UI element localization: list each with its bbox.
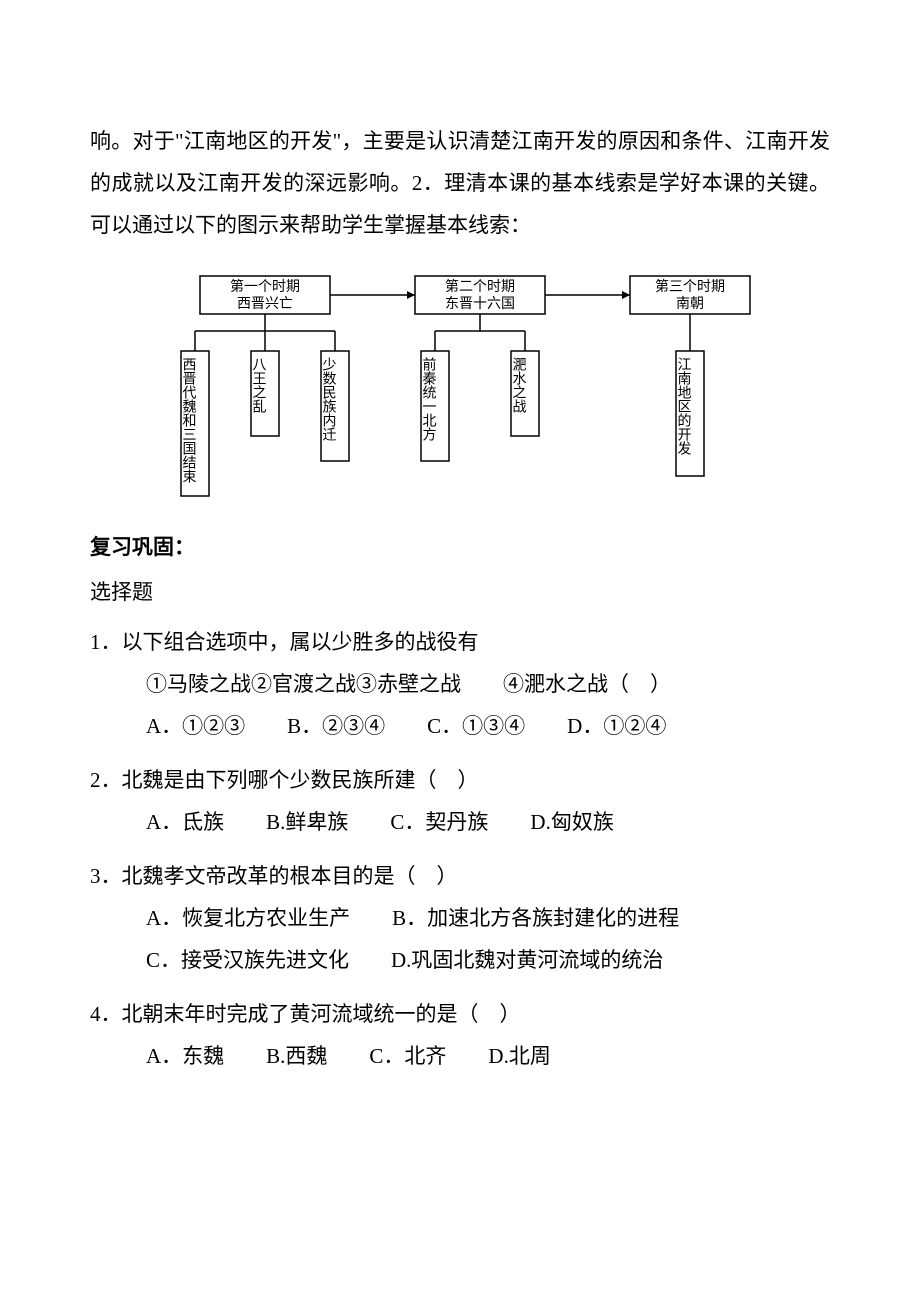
leaf-4: 前秦统一北方 — [421, 356, 437, 442]
leaf-5: 淝水之战 — [511, 357, 527, 414]
question-2: 2．北魏是由下列哪个少数民族所建（ ） A．氐族 B.鲜卑族 C．契丹族 D.匈… — [90, 759, 830, 843]
intro-paragraph: 响。对于"江南地区的开发"，主要是认识清楚江南开发的原因和条件、江南开发的成就以… — [90, 120, 830, 246]
timeline-diagram: 第一个时期 西晋兴亡 第二个时期 东晋十六国 第三个时期 南朝 — [90, 271, 830, 501]
q2-stem: 2．北魏是由下列哪个少数民族所建（ ） — [90, 759, 830, 801]
question-3: 3．北魏孝文帝改革的根本目的是（ ） A．恢复北方农业生产 B．加速北方各族封建… — [90, 855, 830, 981]
q4-options: A．东魏 B.西魏 C．北齐 D.北周 — [90, 1035, 830, 1077]
question-1: 1．以下组合选项中，属以少胜多的战役有 ①马陵之战②官渡之战③赤壁之战 ④淝水之… — [90, 621, 830, 747]
q1-sub: ①马陵之战②官渡之战③赤壁之战 ④淝水之战（ ） — [90, 663, 830, 705]
q1-options: A．①②③ B．②③④ C．①③④ D．①②④ — [90, 705, 830, 747]
period-3-line1: 第三个时期 — [655, 278, 725, 295]
q2-options: A．氐族 B.鲜卑族 C．契丹族 D.匈奴族 — [90, 801, 830, 843]
q4-stem: 4．北朝末年时完成了黄河流域统一的是（ ） — [90, 993, 830, 1035]
q1-stem: 1．以下组合选项中，属以少胜多的战役有 — [90, 621, 830, 663]
review-subheading: 选择题 — [90, 576, 830, 606]
period-3-line2: 南朝 — [676, 296, 704, 312]
period-2-line2: 东晋十六国 — [445, 296, 515, 312]
leaf-2: 八王之乱 — [251, 357, 267, 413]
question-4: 4．北朝末年时完成了黄河流域统一的是（ ） A．东魏 B.西魏 C．北齐 D.北… — [90, 993, 830, 1077]
period-2-line1: 第二个时期 — [445, 278, 515, 295]
leaf-3: 少数民族内迁 — [321, 357, 337, 441]
period-1-line2: 西晋兴亡 — [237, 296, 293, 312]
q3-stem: 3．北魏孝文帝改革的根本目的是（ ） — [90, 855, 830, 897]
q3-options: A．恢复北方农业生产 B．加速北方各族封建化的进程 — [90, 897, 830, 939]
leaf-1: 西晋代魏和三国结束 — [181, 357, 197, 483]
period-1-line1: 第一个时期 — [230, 278, 300, 295]
q3-options-2: C．接受汉族先进文化 D.巩固北魏对黄河流域的统治 — [90, 939, 830, 981]
review-heading: 复习巩固： — [90, 531, 830, 561]
leaf-6: 江南地区的开发 — [676, 357, 692, 455]
